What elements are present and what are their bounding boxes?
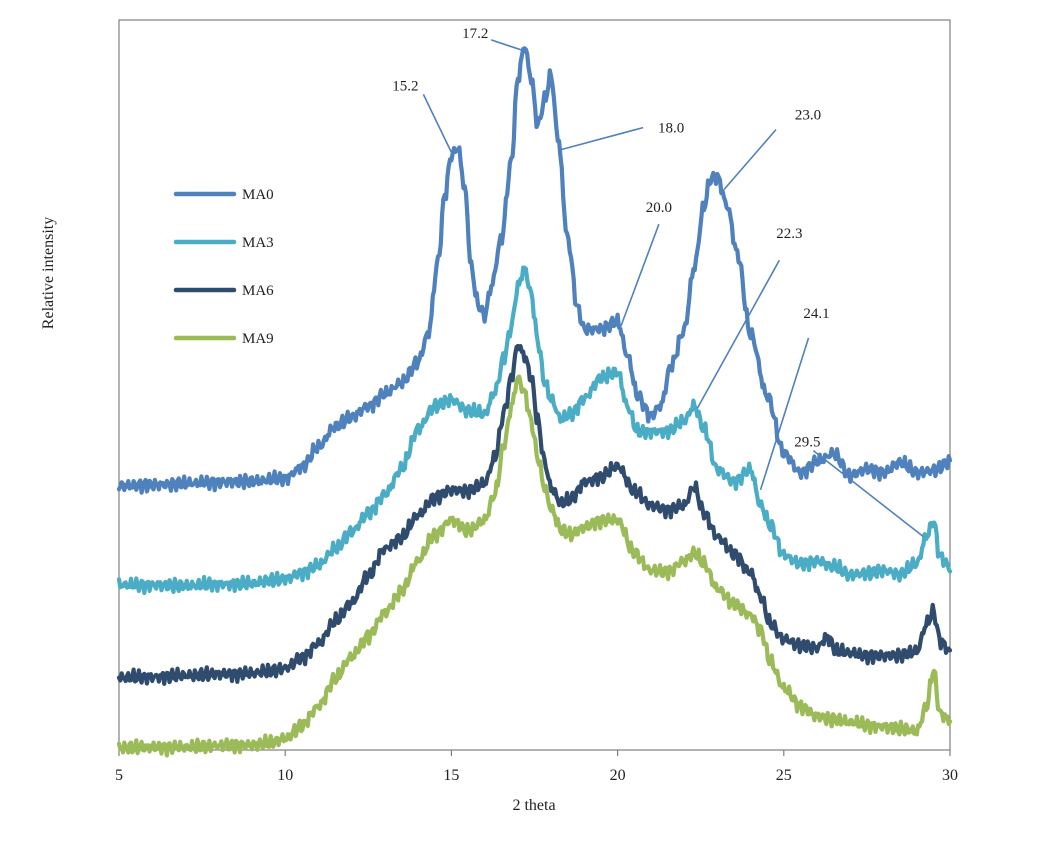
annotation-label: 29.5 (794, 435, 820, 451)
annotation-leader (723, 129, 777, 191)
annotation-leader (620, 223, 660, 327)
series-line-ma6 (116, 343, 953, 686)
plot-frame (118, 19, 951, 751)
annotation-label: 20.0 (646, 200, 672, 216)
x-axis-title: 2 theta (512, 797, 555, 814)
x-tick-label: 5 (115, 767, 123, 784)
y-axis-title: Relative intensity (40, 217, 57, 329)
series-line-ma3 (116, 265, 953, 596)
legend-label-ma3: MA3 (242, 235, 274, 251)
series-layer (116, 46, 953, 758)
annotation-label: 24.1 (803, 306, 829, 322)
annotation-leader (812, 450, 924, 538)
legend-label-ma6: MA6 (242, 283, 274, 299)
annotation-leader (422, 94, 453, 153)
annotation-leader (560, 126, 644, 151)
x-tick-label: 30 (942, 767, 958, 784)
annotation-leader (759, 337, 810, 491)
legend-label-ma9: MA9 (242, 331, 274, 347)
series-line-ma0 (116, 46, 953, 495)
x-axis: 5 10 15 20 25 30 (115, 750, 958, 784)
x-tick-label: 25 (776, 767, 792, 784)
legend: MA0 MA3 MA6 MA9 (173, 187, 274, 347)
annotation-label: 18.0 (658, 121, 684, 137)
legend-label-ma0: MA0 (242, 187, 274, 203)
annotation-layer: 15.2 17.2 18.0 20.0 23.0 22.3 24.1 29.5 (392, 26, 924, 538)
annotation-label: 23.0 (795, 108, 821, 124)
x-tick-label: 15 (443, 767, 459, 784)
annotation-label: 15.2 (392, 78, 418, 94)
annotation-label: 17.2 (462, 26, 488, 42)
annotation-leader (490, 39, 522, 51)
annotation-leader (696, 259, 781, 409)
x-tick-label: 10 (277, 767, 293, 784)
x-tick-label: 20 (610, 767, 626, 784)
annotation-label: 22.3 (776, 226, 802, 242)
series-line-ma9 (116, 374, 953, 758)
